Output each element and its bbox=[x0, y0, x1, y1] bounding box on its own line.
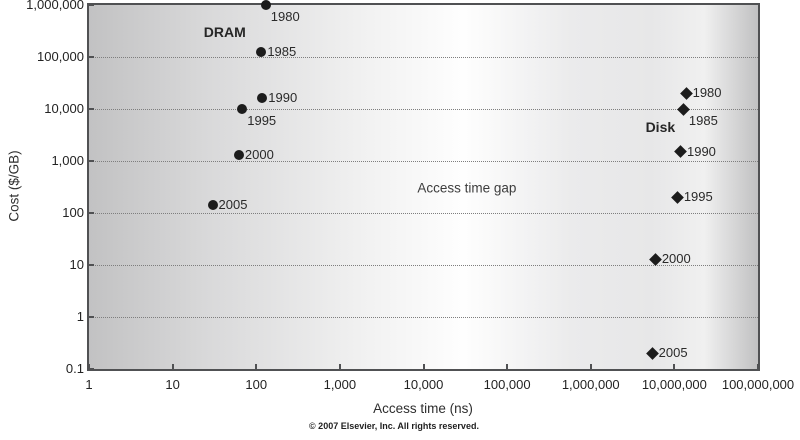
x-tick bbox=[171, 364, 174, 369]
dram-point-label-1995: 1995 bbox=[247, 113, 277, 128]
disk-point-label-1980: 1980 bbox=[692, 85, 722, 101]
dram-point-label-1990: 1990 bbox=[268, 90, 298, 106]
x-tick-label: 100,000,000 bbox=[721, 377, 795, 392]
gridline bbox=[89, 265, 758, 266]
disk-series-label: Disk bbox=[645, 119, 676, 136]
x-tick-label: 10,000,000 bbox=[641, 377, 707, 392]
x-tick-label: 1 bbox=[85, 377, 93, 392]
dram-point-1995 bbox=[237, 104, 248, 114]
dram-point-label-1980: 1980 bbox=[270, 9, 300, 24]
y-tick bbox=[89, 264, 94, 266]
y-tick-label: 10 bbox=[69, 257, 84, 272]
dram-series-label: DRAM bbox=[203, 24, 246, 41]
x-tick bbox=[589, 364, 592, 369]
x-tick bbox=[757, 364, 759, 369]
x-tick-label: 10 bbox=[165, 377, 180, 392]
dram-point-label-1985: 1985 bbox=[267, 43, 297, 59]
gridline bbox=[89, 161, 758, 162]
gridline bbox=[89, 57, 758, 58]
x-tick bbox=[88, 364, 90, 369]
x-tick-label: 1,000,000 bbox=[561, 377, 620, 392]
x-tick-label: 100 bbox=[245, 377, 268, 392]
disk-point-label-2000: 2000 bbox=[661, 251, 691, 267]
gridline bbox=[89, 317, 758, 318]
disk-point-2005 bbox=[646, 346, 660, 360]
x-tick-label: 100,000 bbox=[483, 377, 531, 392]
disk-point-1995 bbox=[671, 190, 685, 204]
x-tick-label: 1,000 bbox=[323, 377, 357, 392]
annotation-access-time-gap: Access time gap bbox=[417, 180, 517, 196]
dram-point-1980 bbox=[260, 0, 271, 10]
y-tick-label: 1,000,000 bbox=[26, 0, 84, 12]
x-tick bbox=[255, 364, 258, 369]
dram-point-1985 bbox=[256, 46, 267, 57]
y-tick bbox=[89, 4, 94, 6]
gridline bbox=[89, 109, 758, 110]
y-tick-label: 1 bbox=[76, 309, 84, 324]
dram-point-1990 bbox=[257, 93, 268, 104]
y-tick bbox=[89, 160, 94, 162]
y-tick-label: 10,000 bbox=[44, 101, 84, 116]
dram-point-2000 bbox=[233, 150, 244, 161]
disk-point-label-1985: 1985 bbox=[688, 113, 718, 128]
disk-point-label-1990: 1990 bbox=[686, 143, 716, 159]
dram-point-label-2005: 2005 bbox=[218, 197, 248, 213]
y-tick bbox=[89, 368, 94, 370]
disk-point-1980 bbox=[680, 86, 693, 100]
plot-area: 1980 1985 1990 1995 2000 2005 DRAM 1980 1985 1990… bbox=[87, 0, 760, 371]
x-axis-title: Access time (ns) bbox=[373, 401, 473, 416]
gridline bbox=[89, 213, 758, 214]
disk-point-label-2005: 2005 bbox=[658, 345, 688, 361]
disk-point-2000 bbox=[649, 252, 663, 266]
y-tick-label: 100 bbox=[62, 205, 84, 220]
x-tick bbox=[506, 364, 509, 369]
copyright-footer: © 2007 Elsevier, Inc. All rights reserve… bbox=[309, 421, 479, 431]
x-tick bbox=[673, 364, 676, 369]
x-tick bbox=[422, 364, 425, 369]
y-tick-label: 1,000 bbox=[51, 153, 84, 168]
y-tick bbox=[89, 56, 94, 58]
y-tick bbox=[89, 108, 94, 110]
x-tick-label: 10,000 bbox=[403, 377, 444, 392]
disk-point-label-1995: 1995 bbox=[683, 189, 713, 205]
y-tick bbox=[89, 212, 94, 214]
x-tick bbox=[338, 364, 341, 369]
y-tick-label: 0.1 bbox=[65, 361, 84, 376]
dram-point-2005 bbox=[207, 200, 218, 211]
dram-point-label-2000: 2000 bbox=[244, 147, 274, 163]
y-tick-label: 100,000 bbox=[37, 49, 84, 64]
disk-point-1990 bbox=[674, 145, 688, 159]
y-tick bbox=[89, 316, 94, 318]
